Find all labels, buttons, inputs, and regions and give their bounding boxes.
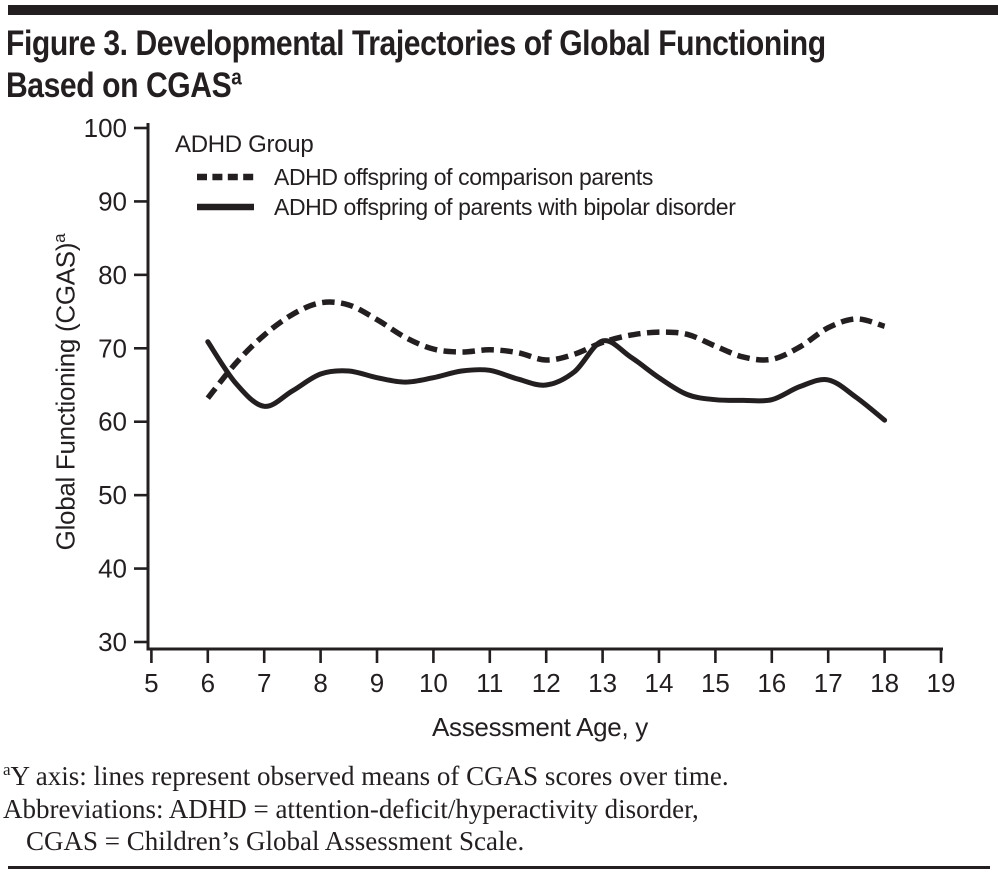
y-axis-title: Global Functioning (CGAS)a	[49, 233, 82, 551]
series-line-bipolar	[205, 338, 888, 423]
figure-title-line2: Based on CGAS	[6, 66, 232, 105]
x-tick-label: 9	[370, 668, 384, 698]
bottom-rule	[8, 866, 990, 869]
x-tick-label: 17	[814, 668, 843, 698]
footnote-line-3: CGAS = Children’s Global Assessment Scal…	[26, 826, 525, 856]
x-tick-label: 16	[757, 668, 786, 698]
dashed-line-sample	[197, 173, 254, 181]
y-tick-label: 80	[98, 260, 127, 290]
x-tick-label: 5	[144, 668, 158, 698]
x-tick-label: 18	[870, 668, 899, 698]
legend-label-bipolar: ADHD offspring of parents with bipolar d…	[274, 193, 736, 220]
y-axis-title-superscript: a	[49, 233, 69, 243]
x-tick-label: 11	[476, 668, 503, 698]
x-tick-label: 13	[588, 668, 617, 698]
footnote-line1-text: Y axis: lines represent observed means o…	[10, 761, 729, 791]
x-tick-label: 14	[645, 668, 674, 698]
footnote-line-2: Abbreviations: ADHD = attention-deficit/…	[3, 793, 699, 824]
legend-label-comparison: ADHD offspring of comparison parents	[274, 163, 653, 190]
y-tick-label: 50	[98, 480, 127, 510]
x-tick-label: 12	[532, 668, 561, 698]
y-tick-label: 60	[98, 407, 127, 437]
x-tick-label: 15	[701, 668, 730, 698]
top-rule	[8, 5, 998, 15]
footnote-superscript: a	[3, 760, 11, 779]
footnotes: aY axis: lines represent observed means …	[3, 760, 729, 858]
solid-line-sample	[197, 203, 254, 211]
y-tick-label: 100	[84, 113, 127, 143]
x-axis-title: Assessment Age, y	[431, 712, 649, 742]
x-tick-label: 7	[257, 668, 271, 698]
y-tick-label: 40	[98, 554, 127, 584]
y-axis-title-text: Global Functioning (CGAS)	[50, 242, 81, 551]
legend-item-comparison: ADHD offspring of comparison parents	[197, 163, 653, 190]
figure-title-line1: Figure 3. Developmental Trajectories of …	[6, 24, 826, 63]
series-line-comparison	[205, 299, 886, 400]
figure-title: Figure 3. Developmental Trajectories of …	[6, 23, 826, 107]
figure-title-superscript: a	[231, 64, 242, 90]
x-tick-label: 8	[313, 668, 327, 698]
footnote-line-1: aY axis: lines represent observed means …	[3, 760, 729, 793]
legend-item-bipolar: ADHD offspring of parents with bipolar d…	[197, 193, 736, 220]
y-tick-label: 70	[98, 333, 127, 363]
legend-title: ADHD Group	[175, 131, 314, 158]
x-tick-label: 10	[419, 668, 448, 698]
y-tick-label: 30	[98, 627, 127, 657]
x-tick-label: 19	[927, 668, 956, 698]
x-tick-label: 6	[201, 668, 215, 698]
y-tick-label: 90	[98, 186, 127, 216]
